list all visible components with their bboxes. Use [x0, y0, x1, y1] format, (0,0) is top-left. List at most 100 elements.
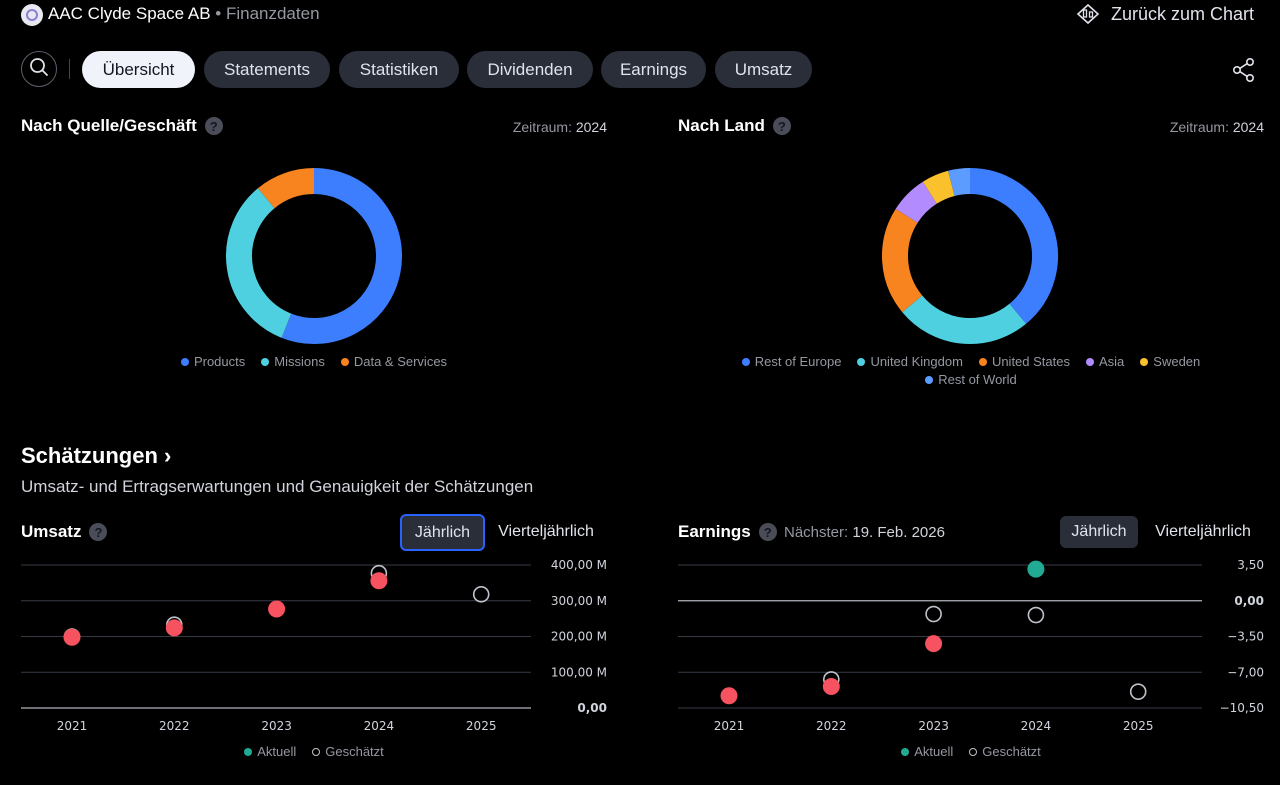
legend-item-sweden: Sweden: [1140, 354, 1200, 369]
earnings-quarterly-toggle[interactable]: Vierteljährlich: [1155, 523, 1251, 540]
y-tick-label: 200,00 M: [551, 630, 607, 644]
x-tick-label: 2023: [261, 719, 292, 733]
source-donut-chart: [226, 168, 402, 344]
revenue-annual-toggle[interactable]: Jährlich: [400, 514, 485, 551]
legend-item-united-states: United States: [978, 354, 1070, 369]
source-period-label: Zeitraum:: [512, 119, 572, 135]
tab-statistics[interactable]: Statistiken: [339, 51, 459, 88]
x-tick-label: 2021: [714, 719, 745, 733]
search-icon: [29, 57, 49, 82]
earnings-panel-title: Earnings ?: [678, 522, 777, 542]
y-tick-label: −7,00: [1227, 665, 1264, 679]
revenue-panel-title: Umsatz ?: [21, 522, 108, 542]
actual-point[interactable]: [1027, 560, 1045, 578]
actual-point[interactable]: [63, 628, 81, 646]
country-slice-asia[interactable]: [895, 181, 938, 224]
back-label: Zurück zum Chart: [1110, 3, 1254, 24]
x-tick-label: 2024: [364, 719, 395, 733]
country-slice-rest-of-world[interactable]: [948, 168, 971, 197]
x-tick-label: 2025: [466, 719, 497, 733]
next-earnings: Nächster: 19. Feb. 2026: [784, 524, 945, 541]
source-period: Zeitraum: 2024: [513, 119, 607, 135]
actual-point[interactable]: [370, 572, 388, 590]
estimates-subtitle: Umsatz- und Ertragserwartungen und Genau…: [21, 477, 534, 496]
next-earnings-date: 19. Feb. 2026: [852, 524, 945, 541]
legend-item-estimated: Geschätzt: [969, 744, 1041, 759]
estimate-point[interactable]: [1129, 683, 1147, 700]
actual-point[interactable]: [165, 619, 183, 637]
actual-point[interactable]: [925, 635, 943, 653]
actual-point[interactable]: [822, 678, 840, 696]
share-button[interactable]: [1232, 57, 1256, 88]
x-tick-label: 2023: [918, 719, 949, 733]
earnings-title-text: Earnings: [678, 522, 751, 541]
back-to-chart-button[interactable]: Zurück zum Chart: [1075, 3, 1254, 25]
title-separator: •: [215, 4, 222, 23]
country-title-text: Nach Land: [678, 116, 765, 135]
question-icon[interactable]: ?: [772, 117, 791, 135]
next-earnings-label: Nächster:: [784, 524, 849, 541]
legend-item-united-kingdom: United Kingdom: [857, 354, 963, 369]
legend-item-data-services: Data & Services: [340, 354, 447, 369]
x-tick-label: 2025: [1123, 719, 1154, 733]
legend-item-actual: Aktuell: [901, 744, 953, 759]
tab-statements[interactable]: Statements: [204, 51, 330, 88]
y-tick-label: −10,50: [1220, 701, 1264, 715]
country-period-label: Zeitraum:: [1169, 119, 1229, 135]
question-icon[interactable]: ?: [204, 117, 223, 135]
question-icon[interactable]: ?: [89, 523, 108, 541]
legend-item-asia: Asia: [1085, 354, 1124, 369]
source-slice-data-services[interactable]: [257, 168, 315, 209]
estimates-link[interactable]: Schätzungen ›: [21, 443, 172, 468]
source-panel-title: Nach Quelle/Geschäft ?: [21, 116, 223, 136]
legend-item-rest-of-world: Rest of World: [925, 372, 1017, 387]
legend-item-rest-of-europe: Rest of Europe: [741, 354, 841, 369]
y-tick-label: 0,00: [577, 701, 607, 715]
question-icon[interactable]: ?: [758, 523, 777, 541]
tab-dividends[interactable]: Dividenden: [467, 51, 593, 88]
company-logo: [21, 4, 43, 26]
source-slice-missions[interactable]: [226, 188, 292, 338]
source-slice-products[interactable]: [281, 168, 402, 344]
chart-candles-icon: [1075, 3, 1101, 25]
y-tick-label: 300,00 M: [551, 594, 607, 608]
nav-divider: [69, 59, 70, 79]
y-tick-label: 400,00 M: [551, 558, 607, 572]
country-slice-sweden[interactable]: [922, 170, 956, 204]
source-title-text: Nach Quelle/Geschäft: [21, 116, 197, 135]
source-legend: Products Missions Data & Services: [21, 354, 607, 369]
y-tick-label: −3,50: [1227, 630, 1264, 644]
country-legend-row1: Rest of Europe United Kingdom United Sta…: [678, 354, 1264, 369]
estimate-point[interactable]: [472, 586, 490, 603]
revenue-scatter-chart: 400,00 M 300,00 M 200,00 M 100,00 M 0,00 2021…: [21, 558, 607, 733]
estimate-point[interactable]: [1027, 606, 1045, 624]
x-tick-label: 2022: [159, 719, 190, 733]
y-tick-label: 100,00 M: [551, 665, 607, 679]
earnings-scatter-chart: 3,50 0,00 −3,50 −7,00 −10,50 2021 2022 2023 2024…: [678, 558, 1264, 733]
country-donut-chart: [882, 168, 1058, 344]
company-name: AAC Clyde Space AB: [48, 4, 211, 23]
revenue-legend: Aktuell Geschätzt: [21, 744, 607, 759]
actual-point[interactable]: [720, 687, 738, 705]
tab-revenue[interactable]: Umsatz: [715, 51, 812, 88]
country-slice-united-states[interactable]: [882, 208, 923, 313]
country-slice-rest-of-europe[interactable]: [969, 168, 1058, 324]
y-tick-label: 0,00: [1234, 594, 1264, 608]
legend-item-products: Products: [180, 354, 245, 369]
x-tick-label: 2024: [1021, 719, 1052, 733]
revenue-quarterly-toggle[interactable]: Vierteljährlich: [498, 523, 594, 540]
share-icon: [1232, 57, 1256, 87]
tab-overview[interactable]: Übersicht: [82, 51, 195, 88]
y-tick-label: 3,50: [1237, 558, 1264, 572]
earnings-annual-toggle[interactable]: Jährlich: [1060, 516, 1138, 548]
country-slice-united-kingdom[interactable]: [902, 295, 1027, 344]
x-tick-label: 2021: [57, 719, 88, 733]
legend-item-actual: Aktuell: [244, 744, 296, 759]
estimate-point[interactable]: [925, 605, 942, 623]
search-button[interactable]: [21, 51, 57, 87]
actual-point[interactable]: [268, 600, 286, 618]
earnings-legend: Aktuell Geschätzt: [678, 744, 1264, 759]
tab-earnings[interactable]: Earnings: [601, 51, 706, 88]
country-period: Zeitraum: 2024: [1170, 119, 1264, 135]
country-period-value: 2024: [1232, 119, 1264, 135]
